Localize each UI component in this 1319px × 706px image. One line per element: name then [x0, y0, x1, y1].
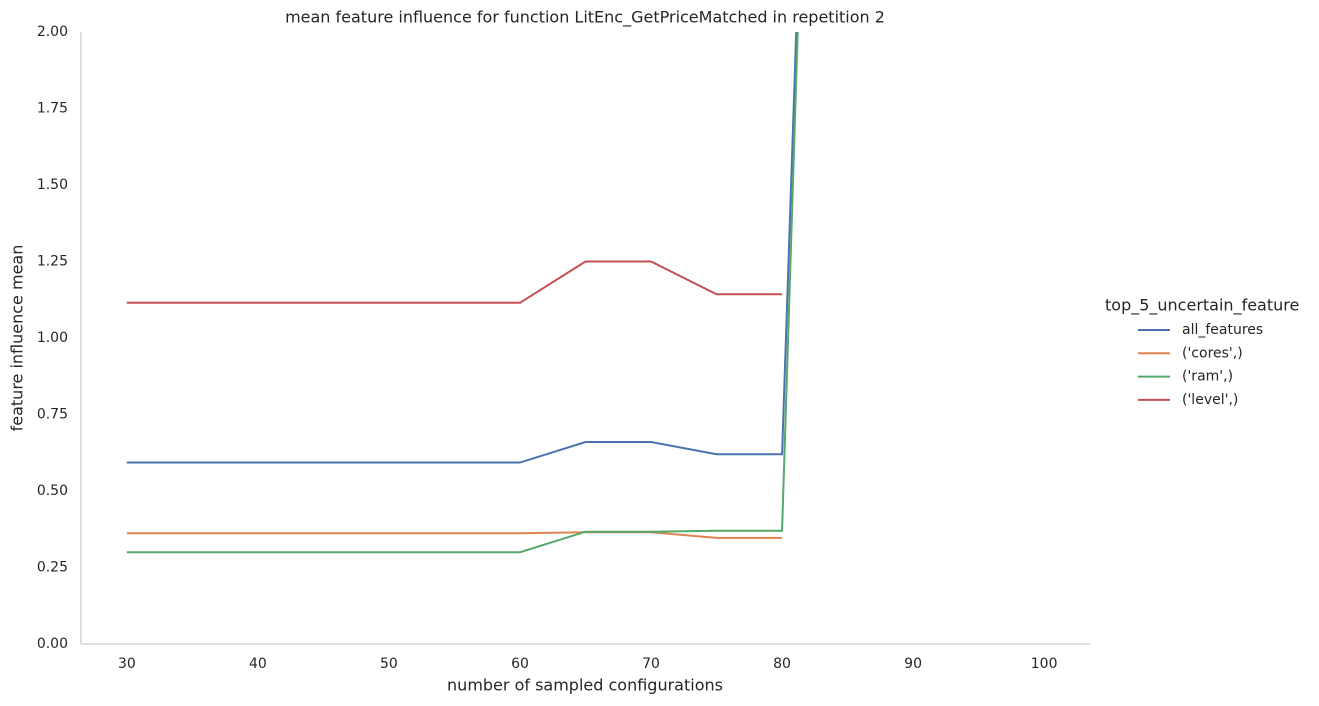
- x-tick-label: 70: [642, 656, 660, 672]
- x-tick-label: 50: [380, 656, 398, 672]
- y-tick-label: 1.75: [37, 101, 68, 117]
- x-tick-label: 40: [249, 656, 267, 672]
- x-tick-label: 30: [118, 656, 136, 672]
- legend-label: ('cores',): [1182, 345, 1243, 361]
- y-tick-label: 0.00: [37, 636, 68, 652]
- x-tick-label: 100: [1031, 656, 1058, 672]
- y-tick-label: 1.50: [37, 177, 68, 193]
- x-tick-label: 90: [904, 656, 922, 672]
- x-axis-title: number of sampled configurations: [447, 676, 723, 695]
- series-line: [126, 32, 799, 554]
- chart-title: mean feature influence for function LitE…: [285, 8, 885, 28]
- x-tick-label: 80: [773, 656, 791, 672]
- series-line: [126, 32, 798, 464]
- y-tick-label: 2.00: [37, 24, 68, 40]
- plot-area: [126, 32, 799, 554]
- legend-label: ('ram',): [1182, 369, 1233, 385]
- y-tick-label: 0.25: [37, 560, 68, 576]
- x-tick-label: 60: [511, 656, 529, 672]
- y-tick-label: 1.00: [37, 330, 68, 346]
- y-tick-label: 0.50: [37, 483, 68, 499]
- y-tick-label: 0.75: [37, 407, 68, 423]
- legend-label: ('level',): [1182, 392, 1238, 408]
- series-line: [126, 260, 783, 304]
- legend-label: all_features: [1182, 322, 1263, 338]
- series-line: [126, 531, 783, 539]
- legend-title: top_5_uncertain_feature: [1105, 296, 1299, 316]
- y-tick-label: 1.25: [37, 254, 68, 270]
- y-axis-title: feature influence mean: [8, 245, 27, 432]
